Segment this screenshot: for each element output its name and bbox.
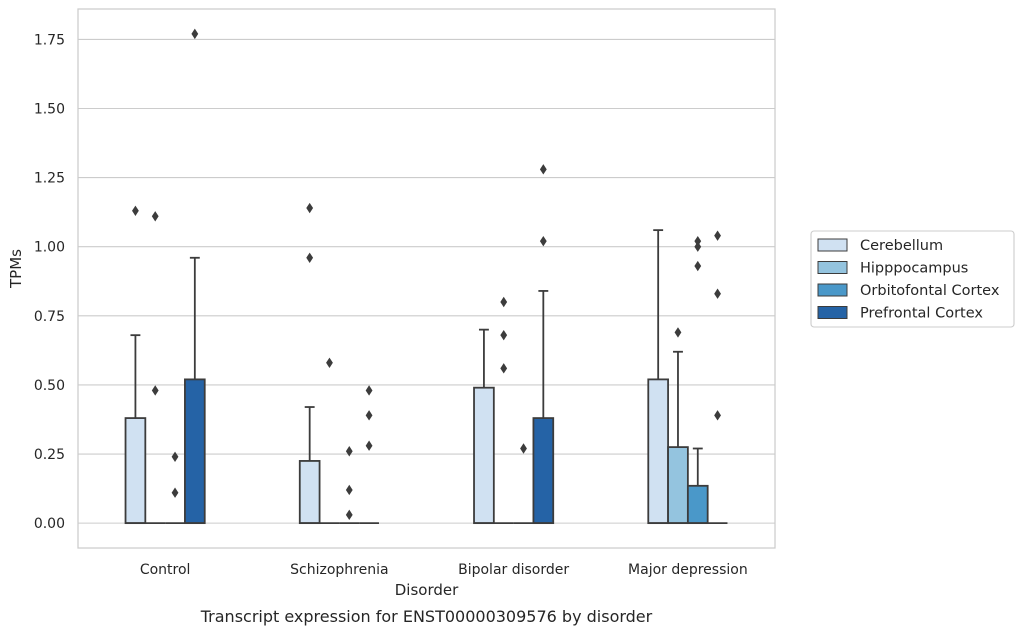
legend-swatch: [817, 283, 848, 297]
outlier-point: [714, 410, 721, 421]
box-hipppocampus: [493, 296, 514, 525]
outlier-point: [714, 230, 721, 241]
legend: Cerebellum Hipppocampus Orbitofontal Corte…: [810, 230, 1015, 328]
outlier-point: [132, 205, 139, 216]
box: [298, 460, 321, 525]
legend-frame: [810, 230, 1015, 328]
box-orbitofontal-cortex: [339, 446, 360, 525]
legend-label: Cerebellum: [860, 238, 943, 254]
outlier-point: [694, 241, 702, 252]
outlier-point: [500, 296, 508, 308]
legend-label: Hipppocampus: [860, 261, 968, 277]
y-tick-label: 0.00: [34, 516, 65, 532]
outlier-point: [306, 252, 314, 263]
outlier-point: [500, 363, 508, 374]
box-orbitofontal-cortex: [165, 451, 185, 525]
box-cerebellum: [124, 205, 147, 525]
legend-item: Cerebellum: [817, 238, 943, 254]
y-tick-label: 0.50: [34, 378, 65, 394]
plot-frame: [77, 8, 776, 549]
axis-tick-labels: 0.00 0.25 0.50 0.75 1.00 1.25 1.50 1.75 Control S…: [34, 32, 748, 578]
box-hipppocampus: [145, 211, 166, 525]
box: [686, 484, 709, 525]
outlier-point: [306, 202, 314, 214]
box-prefrontal-cortex: [359, 385, 379, 525]
box-prefrontal-cortex: [707, 230, 728, 525]
outlier-point: [365, 385, 373, 396]
outlier-point: [151, 211, 159, 222]
outlier-point: [326, 357, 333, 369]
box-cerebellum: [647, 229, 669, 525]
legend-swatch: [817, 238, 848, 252]
box: [647, 378, 669, 525]
box: [532, 417, 555, 525]
outlier-point: [365, 440, 373, 451]
box-hipppocampus: [667, 327, 689, 525]
box-plots: [124, 28, 728, 525]
x-tick-label: Major depression: [628, 562, 748, 578]
outlier-point: [694, 260, 702, 272]
y-tick-label: 1.50: [34, 102, 65, 118]
x-axis-label: Disorder: [395, 581, 459, 599]
legend-label: Prefrontal Cortex: [860, 306, 983, 322]
outlier-point: [539, 235, 547, 247]
box-hipppocampus: [319, 357, 340, 525]
legend-label: Orbitofontal Cortex: [860, 283, 1000, 299]
y-tick-label: 0.75: [34, 309, 65, 325]
y-tick-label: 1.00: [34, 240, 65, 256]
outlier-point: [714, 288, 721, 299]
box-prefrontal-cortex: [532, 164, 555, 525]
y-tick-label: 1.75: [34, 32, 65, 48]
outlier-point: [345, 484, 353, 496]
outlier-point: [345, 446, 353, 457]
outlier-point: [365, 410, 373, 421]
outlier-point: [694, 235, 702, 247]
outlier-point: [520, 443, 527, 454]
x-tick-label: Bipolar disorder: [458, 562, 569, 578]
box: [184, 378, 206, 525]
chart-caption: Transcript expression for ENST0000030957…: [200, 607, 653, 626]
outlier-point: [674, 327, 682, 338]
box-orbitofontal-cortex: [513, 443, 534, 525]
box-prefrontal-cortex: [184, 28, 206, 525]
outlier-point: [500, 329, 508, 341]
x-tick-label: Schizophrenia: [290, 562, 388, 578]
outlier-point: [191, 28, 199, 40]
y-axis-label: TPMs: [7, 249, 25, 289]
outlier-point: [171, 451, 179, 462]
box: [473, 386, 495, 525]
box-cerebellum: [298, 202, 321, 525]
y-tick-label: 0.25: [34, 447, 65, 463]
box-cerebellum: [473, 328, 495, 525]
legend-item: Hipppocampus: [817, 261, 968, 277]
legend-item: Orbitofontal Cortex: [817, 283, 1000, 299]
outlier-point: [539, 164, 547, 175]
outlier-point: [151, 385, 159, 396]
box: [124, 417, 147, 525]
box-orbitofontal-cortex: [686, 235, 709, 525]
legend-item: Prefrontal Cortex: [817, 306, 983, 322]
outlier-point: [345, 509, 353, 521]
box: [667, 446, 689, 525]
outlier-point: [171, 487, 179, 498]
legend-swatch: [817, 306, 848, 319]
y-tick-label: 1.25: [34, 171, 65, 187]
legend-swatch: [817, 261, 848, 274]
x-tick-label: Control: [140, 562, 191, 578]
